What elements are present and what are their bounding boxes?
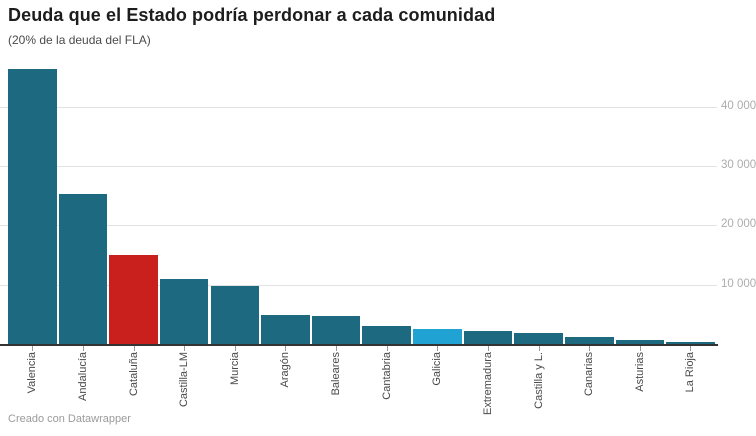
x-axis-label-baleares: Baleares bbox=[330, 352, 343, 396]
y-axis-label-40000: 40 000 bbox=[721, 99, 756, 112]
x-axis-label-galicia: Galicia bbox=[431, 352, 444, 386]
y-axis-label-30000: 30 000 bbox=[721, 159, 756, 172]
x-axis-label-castilla-lm: Castilla-LM bbox=[178, 352, 191, 408]
x-axis-label-cantabria: Cantabria bbox=[380, 352, 393, 400]
chart-title: Deuda que el Estado podría perdonar a ca… bbox=[8, 5, 496, 25]
bar-canarias[interactable] bbox=[564, 336, 614, 344]
x-axis-tick-asturias bbox=[639, 346, 641, 351]
gridline-30000 bbox=[0, 166, 717, 168]
gridline-20000 bbox=[0, 225, 717, 227]
x-axis-tick-andalucia bbox=[82, 346, 84, 351]
y-axis-label-20000: 20 000 bbox=[721, 218, 756, 231]
gridline-40000 bbox=[0, 106, 717, 108]
x-axis-label-andalucia: Andalucía bbox=[76, 352, 89, 401]
x-axis-tick-canarias bbox=[589, 346, 591, 351]
x-axis-tick-murcia bbox=[234, 346, 236, 351]
x-axis-tick-galicia bbox=[437, 346, 439, 351]
bar-castilla-y-l[interactable] bbox=[514, 333, 563, 344]
x-axis-tick-valencia bbox=[32, 346, 34, 351]
x-axis-label-murcia: Murcia bbox=[228, 352, 241, 386]
gridline-10000 bbox=[0, 284, 717, 286]
x-axis-tick-aragon bbox=[285, 346, 287, 351]
x-axis-tick-extremadura bbox=[487, 346, 489, 351]
x-axis-label-aragon: Aragón bbox=[279, 352, 292, 388]
x-axis-label-valencia: Valencia bbox=[26, 352, 39, 394]
bar-galicia[interactable] bbox=[413, 328, 462, 344]
x-axis-tick-baleares bbox=[336, 346, 338, 351]
x-axis-tick-cantabria bbox=[386, 346, 388, 351]
x-axis-label-asturias: Asturias bbox=[633, 352, 646, 392]
x-axis-label-cataluna: Cataluña bbox=[127, 352, 140, 397]
x-axis-label-castilla-y-l: Castilla y L. bbox=[532, 352, 545, 409]
bar-cataluna[interactable] bbox=[109, 255, 158, 344]
x-axis-label-extremadura: Extremadura bbox=[481, 352, 494, 415]
chart-subtitle: (20% de la deuda del FLA) bbox=[8, 33, 151, 47]
x-axis-tick-castilla-lm bbox=[184, 346, 186, 351]
bar-asturias[interactable] bbox=[615, 340, 665, 344]
bar-valencia[interactable] bbox=[8, 69, 57, 344]
bar-baleares[interactable] bbox=[311, 315, 361, 344]
x-axis-tick-castilla-y-l bbox=[538, 346, 540, 351]
x-axis-label-la-rioja: La Rioja bbox=[684, 352, 697, 393]
x-axis-label-canarias: Canarias bbox=[583, 352, 596, 397]
y-axis-label-10000: 10 000 bbox=[721, 277, 756, 290]
bar-la-rioja[interactable] bbox=[666, 341, 715, 344]
x-axis-tick-la-rioja bbox=[690, 346, 692, 351]
bar-castilla-lm[interactable] bbox=[159, 278, 209, 344]
bar-extremadura[interactable] bbox=[463, 330, 513, 344]
bar-aragon[interactable] bbox=[261, 314, 310, 344]
x-axis-line bbox=[0, 344, 718, 346]
bar-andalucia[interactable] bbox=[58, 193, 108, 344]
datawrapper-credit-link[interactable]: Creado con Datawrapper bbox=[8, 413, 131, 425]
x-axis-tick-cataluna bbox=[133, 346, 135, 351]
bar-murcia[interactable] bbox=[210, 285, 260, 344]
bar-cantabria[interactable] bbox=[362, 325, 411, 344]
